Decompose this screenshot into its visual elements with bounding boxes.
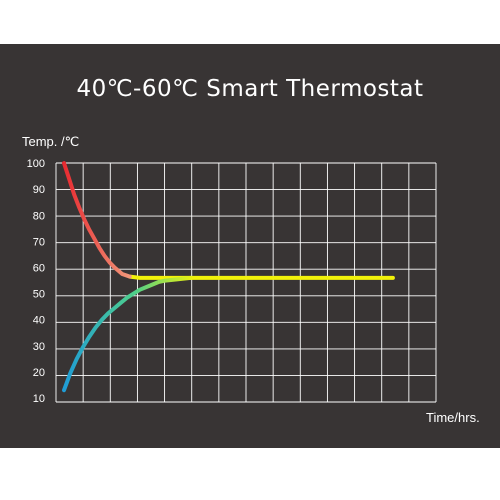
y-tick-label: 30	[33, 341, 45, 353]
y-tick-label: 100	[27, 158, 45, 170]
y-tick-labels: 10 20 30 40 50 60 70 80 90 100	[27, 158, 45, 405]
y-tick-label: 90	[33, 184, 45, 196]
y-tick-label: 20	[33, 367, 45, 379]
warming-curve	[62, 275, 193, 393]
grid	[55, 162, 437, 403]
y-tick-label: 60	[33, 263, 45, 275]
y-tick-label: 70	[33, 236, 45, 248]
series-lines	[62, 161, 395, 393]
y-axis-label: Temp. /℃	[22, 134, 80, 149]
y-tick-label: 80	[33, 210, 45, 222]
cooling-curve	[62, 161, 132, 279]
plateau-line	[127, 274, 395, 280]
x-axis-label: Time/hrs.	[426, 410, 480, 425]
chart-title: 40℃-60℃ Smart Thermostat	[76, 76, 424, 102]
y-tick-label: 40	[33, 315, 45, 327]
y-tick-label: 50	[33, 289, 45, 301]
y-tick-label: 10	[33, 393, 45, 405]
